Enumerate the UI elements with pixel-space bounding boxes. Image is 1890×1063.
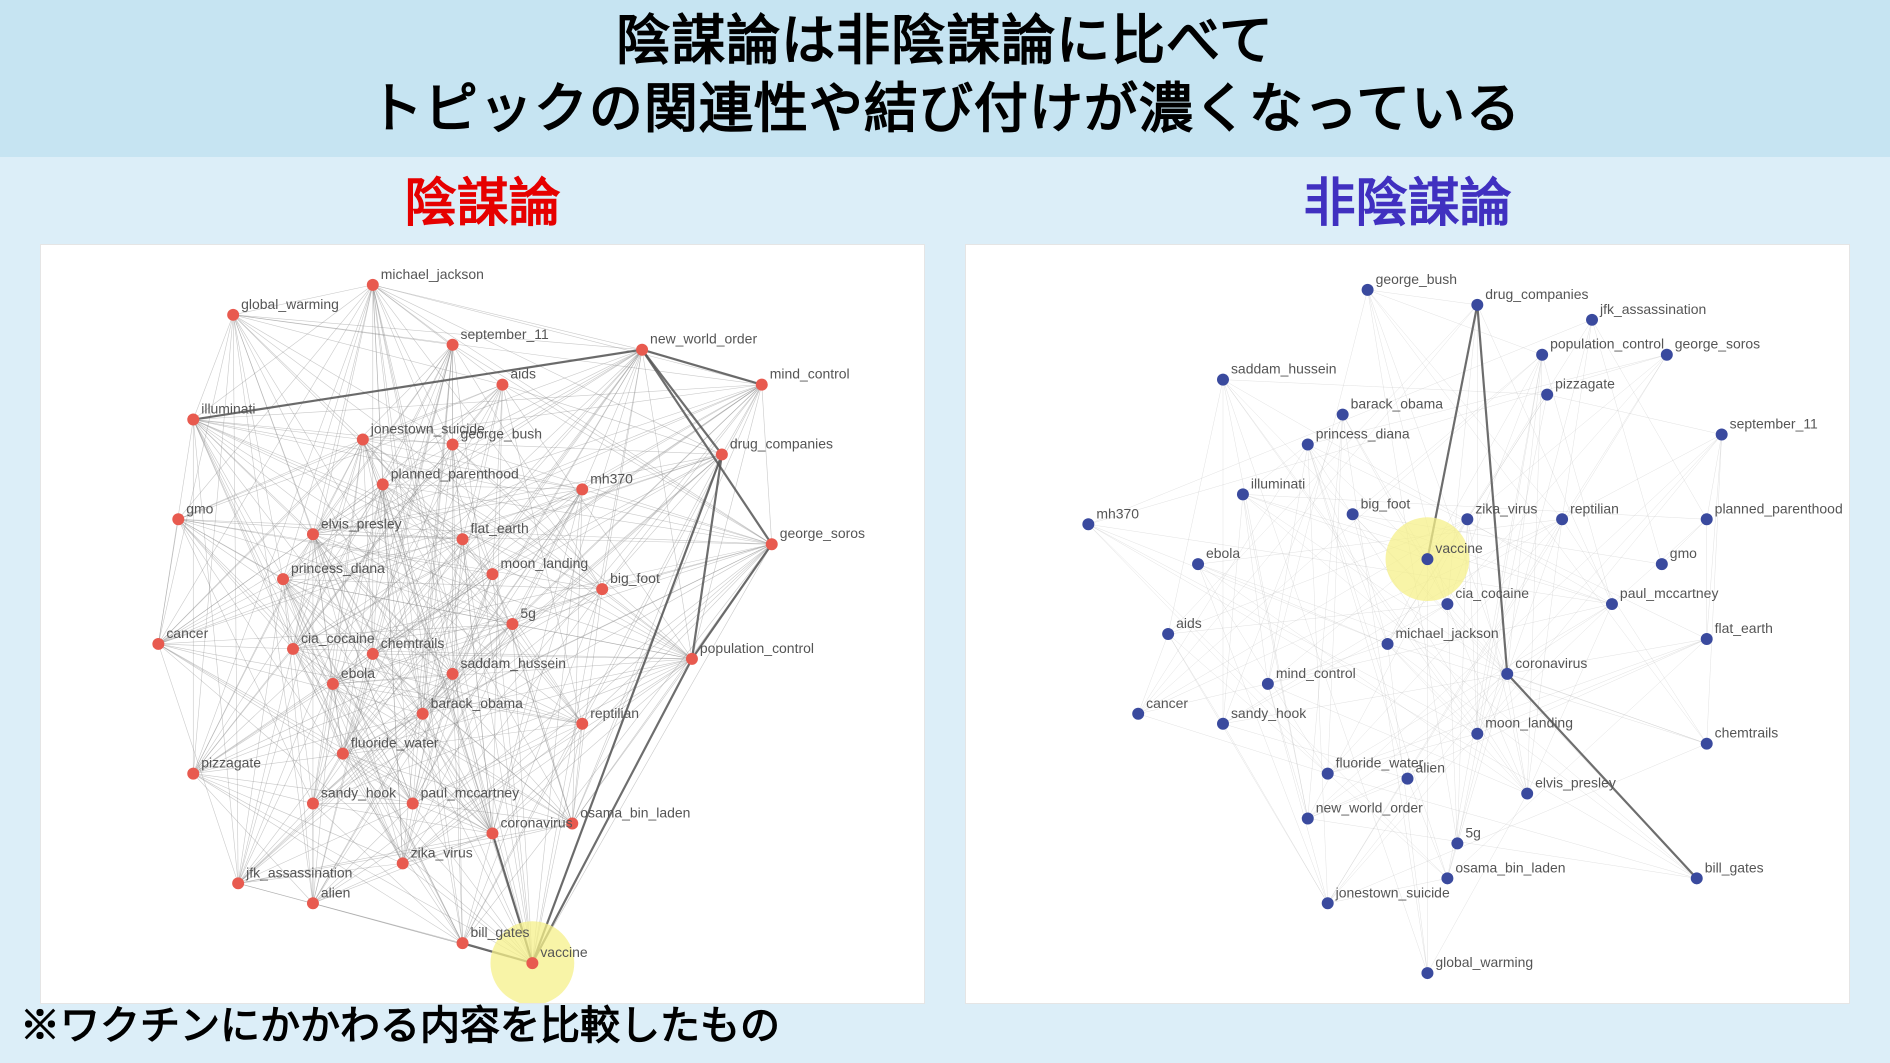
svg-text:george_bush: george_bush [461, 425, 542, 441]
svg-text:george_soros: george_soros [1675, 336, 1760, 352]
title-line-2: トピックの関連性や結び付けが濃くなっている [369, 79, 1521, 139]
svg-text:cia_cocaine: cia_cocaine [1455, 585, 1529, 601]
svg-text:population_control: population_control [700, 640, 814, 656]
svg-text:michael_jackson: michael_jackson [381, 266, 484, 282]
svg-text:george_bush: george_bush [1376, 271, 1457, 287]
svg-text:elvis_presley: elvis_presley [1535, 775, 1616, 791]
footnote: ※ワクチンにかかわる内容を比較したもの [20, 993, 780, 1051]
svg-text:cancer: cancer [1146, 695, 1188, 711]
svg-text:new_world_order: new_world_order [650, 331, 757, 347]
svg-text:saddam_hussein: saddam_hussein [461, 655, 567, 671]
svg-text:sandy_hook: sandy_hook [1231, 705, 1306, 721]
svg-text:jonestown_suicide: jonestown_suicide [1335, 884, 1450, 900]
svg-text:michael_jackson: michael_jackson [1396, 625, 1499, 641]
svg-text:aids: aids [1176, 615, 1202, 631]
svg-text:planned_parenthood: planned_parenthood [1715, 500, 1843, 516]
svg-text:drug_companies: drug_companies [730, 435, 833, 451]
svg-text:chemtrails: chemtrails [1715, 725, 1779, 741]
svg-text:ebola: ebola [341, 665, 375, 681]
svg-text:drug_companies: drug_companies [1485, 286, 1588, 302]
svg-text:new_world_order: new_world_order [1316, 800, 1423, 816]
title-line-1: 陰謀論は非陰謀論に比べて [616, 11, 1274, 71]
svg-text:5g: 5g [1465, 824, 1481, 840]
svg-text:princess_diana: princess_diana [291, 560, 385, 576]
svg-text:fluoride_water: fluoride_water [1336, 755, 1424, 771]
svg-text:fluoride_water: fluoride_water [351, 735, 439, 751]
right-panel-title: 非陰謀論 [965, 161, 1850, 236]
svg-text:planned_parenthood: planned_parenthood [391, 465, 519, 481]
svg-text:jfk_assassination: jfk_assassination [1599, 301, 1706, 317]
left-graph-box: michael_jackson global_warming september_1… [40, 244, 925, 1004]
svg-text:big_foot: big_foot [610, 570, 660, 586]
svg-text:pizzagate: pizzagate [201, 755, 261, 771]
svg-text:chemtrails: chemtrails [381, 635, 445, 651]
svg-text:gmo: gmo [186, 500, 213, 516]
svg-text:paul_mccartney: paul_mccartney [421, 785, 520, 801]
svg-text:osama_bin_laden: osama_bin_laden [580, 804, 690, 820]
svg-text:big_foot: big_foot [1361, 495, 1411, 511]
svg-text:reptilian: reptilian [590, 705, 639, 721]
svg-text:jfk_assassination: jfk_assassination [245, 864, 352, 880]
svg-text:5g: 5g [520, 605, 536, 621]
svg-text:illuminati: illuminati [201, 401, 255, 417]
svg-text:alien: alien [321, 884, 350, 900]
svg-text:ebola: ebola [1206, 545, 1240, 561]
svg-text:aids: aids [510, 366, 536, 382]
svg-text:global_warming: global_warming [1435, 954, 1533, 970]
svg-text:global_warming: global_warming [241, 296, 339, 312]
svg-text:mh370: mh370 [1096, 505, 1139, 521]
svg-text:vaccine: vaccine [1435, 540, 1483, 556]
svg-text:zika_virus: zika_virus [411, 844, 473, 860]
svg-text:illuminati: illuminati [1251, 475, 1305, 491]
right-network-svg: george_bush drug_companies jfk_assassinati… [966, 245, 1849, 1003]
svg-text:barack_obama: barack_obama [1351, 396, 1444, 412]
svg-text:paul_mccartney: paul_mccartney [1620, 585, 1719, 601]
left-panel-title: 陰謀論 [40, 161, 925, 236]
svg-text:cia_cocaine: cia_cocaine [301, 630, 375, 646]
svg-text:coronavirus: coronavirus [500, 814, 572, 830]
right-panel: 非陰謀論 george_bush drug_companies jfk_assass… [965, 161, 1850, 1004]
svg-text:bill_gates: bill_gates [1705, 859, 1764, 875]
right-graph-box: george_bush drug_companies jfk_assassinati… [965, 244, 1850, 1004]
svg-text:princess_diana: princess_diana [1316, 425, 1410, 441]
svg-text:pizzagate: pizzagate [1555, 376, 1615, 392]
svg-text:moon_landing: moon_landing [500, 555, 588, 571]
svg-text:sandy_hook: sandy_hook [321, 785, 396, 801]
left-panel: 陰謀論 michael_jackson global_warmingseptemb… [40, 161, 925, 1004]
svg-text:zika_virus: zika_virus [1475, 500, 1537, 516]
svg-text:cancer: cancer [166, 625, 208, 641]
svg-text:gmo: gmo [1670, 545, 1697, 561]
svg-text:alien: alien [1415, 760, 1444, 776]
svg-text:george_soros: george_soros [780, 525, 865, 541]
svg-text:barack_obama: barack_obama [431, 695, 524, 711]
svg-text:september_11: september_11 [1730, 416, 1818, 432]
svg-text:saddam_hussein: saddam_hussein [1231, 361, 1337, 377]
left-network-svg: michael_jackson global_warming september_1… [41, 245, 924, 1003]
svg-text:bill_gates: bill_gates [471, 924, 530, 940]
svg-text:population_control: population_control [1550, 336, 1664, 352]
page-title: 陰謀論は非陰謀論に比べて トピックの関連性や結び付けが濃くなっている [0, 8, 1890, 143]
title-band: 陰謀論は非陰謀論に比べて トピックの関連性や結び付けが濃くなっている [0, 0, 1890, 157]
svg-text:vaccine: vaccine [540, 944, 588, 960]
svg-text:reptilian: reptilian [1570, 500, 1619, 516]
svg-text:elvis_presley: elvis_presley [321, 515, 402, 531]
panels-row: 陰謀論 michael_jacksonglobal_warmingseptemb… [0, 157, 1890, 1004]
svg-text:september_11: september_11 [461, 326, 549, 342]
svg-text:flat_earth: flat_earth [471, 520, 529, 536]
svg-text:flat_earth: flat_earth [1715, 620, 1773, 636]
svg-text:mind_control: mind_control [770, 366, 850, 382]
svg-text:mind_control: mind_control [1276, 665, 1356, 681]
svg-text:coronavirus: coronavirus [1515, 655, 1587, 671]
svg-text:moon_landing: moon_landing [1485, 715, 1573, 731]
svg-text:mh370: mh370 [590, 470, 633, 486]
svg-text:osama_bin_laden: osama_bin_laden [1455, 859, 1565, 875]
